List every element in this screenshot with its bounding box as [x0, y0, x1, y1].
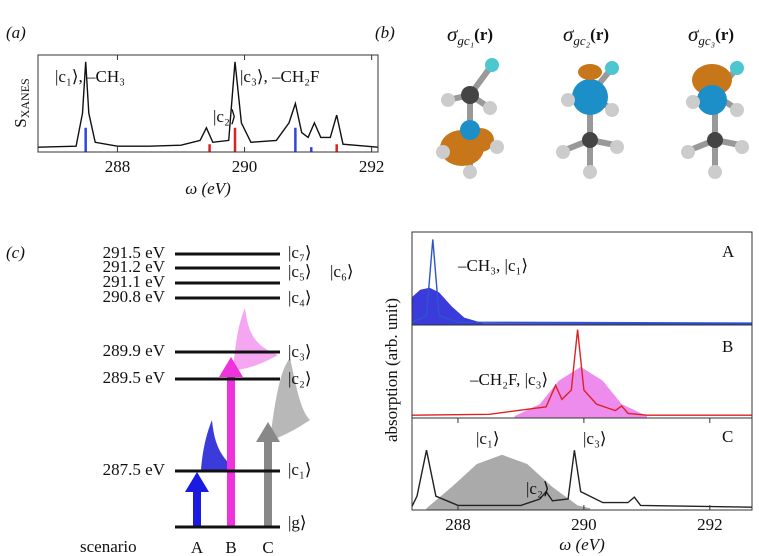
- annotation: |c₃⟩, –CH₂F: [240, 67, 320, 86]
- x-tick-label: 290: [232, 157, 258, 176]
- energy-label: 287.5 eV: [103, 460, 166, 479]
- scenario-label: A: [191, 538, 204, 556]
- area: [426, 454, 591, 510]
- x-tick-label: 292: [697, 515, 723, 534]
- orbital-arg: (r): [715, 25, 734, 44]
- spectrum-line: [411, 329, 752, 416]
- molecule-art: [436, 58, 749, 179]
- scenario-label: C: [262, 538, 273, 556]
- y-axis-label-main: S: [11, 118, 30, 127]
- annotation: |c₁⟩: [476, 429, 500, 448]
- energy-label: 289.9 eV: [103, 341, 166, 360]
- x-tick-label: 288: [105, 157, 131, 176]
- energy-label: 291.5 eV: [103, 243, 166, 262]
- x-axis-label: ω (eV): [559, 535, 605, 554]
- scenario-label: B: [225, 538, 236, 556]
- excitation-art: [185, 308, 310, 527]
- y-axis-label-main: absorption (arb. unit): [382, 298, 401, 442]
- subplot-label: B: [722, 337, 733, 356]
- x-tick-label: 290: [571, 515, 597, 534]
- panel-label: (c): [6, 243, 25, 262]
- subplot-label: C: [722, 427, 733, 446]
- orbital-symbol: σ: [688, 22, 700, 46]
- annotation: –CH₃, |c₁⟩: [457, 256, 528, 275]
- annotation: |c₃⟩: [583, 429, 607, 448]
- orbital-sub: gc₁: [457, 33, 474, 48]
- state-label: |c₆⟩: [330, 262, 354, 281]
- energy-label: 290.8 eV: [103, 287, 166, 306]
- state-label: |g⟩: [288, 513, 307, 532]
- panel-label: (a): [6, 23, 26, 42]
- annotation: |c₁⟩, –CH₃: [55, 67, 125, 86]
- state-label: |c₂⟩: [288, 369, 312, 388]
- plot-frame: [411, 231, 753, 326]
- state-label: |c₄⟩: [288, 288, 312, 307]
- spectrum-line: [37, 61, 379, 148]
- orbital-arg: (r): [590, 25, 609, 44]
- annotation: |c₂⟩: [526, 479, 550, 498]
- energy-label: 289.5 eV: [103, 368, 166, 387]
- orbital-label: σgc₂(r): [563, 22, 609, 48]
- annotation: |c₂⟩: [213, 107, 237, 126]
- state-label: |c₃⟩: [288, 342, 312, 361]
- orbital-symbol: σ: [563, 22, 575, 46]
- spectrum-line: [411, 450, 753, 508]
- scenario-title: scenario: [80, 537, 137, 556]
- annotation: –CH₂F, |c₃⟩: [469, 370, 548, 389]
- state-label: |c₁⟩: [288, 460, 312, 479]
- subplot-label: A: [722, 242, 735, 261]
- orbital-sub: gc₂: [573, 33, 590, 48]
- plot-frame: [37, 54, 379, 153]
- area: [412, 287, 752, 325]
- y-axis-label: absorption (arb. unit): [382, 298, 401, 442]
- energy-label: 291.1 eV: [103, 272, 166, 291]
- orbital-label: σgc₁(r): [447, 22, 493, 48]
- energy-label: 291.2 eV: [103, 257, 166, 276]
- y-axis-label-sub: XANES: [18, 78, 32, 118]
- orbital-sub: gc₃: [698, 33, 715, 48]
- plot-frame: [411, 417, 753, 511]
- x-axis-label: ω (eV): [185, 179, 231, 198]
- spectrum-line: [411, 239, 753, 324]
- orbital-symbol: σ: [447, 22, 459, 46]
- state-label: |c₅⟩: [288, 262, 312, 281]
- x-tick-label: 292: [359, 157, 385, 176]
- orbital-arg: (r): [474, 25, 493, 44]
- panel-label: (b): [375, 23, 395, 42]
- orbital-label: σgc₃(r): [688, 22, 734, 48]
- state-label: |c₇⟩: [288, 243, 312, 262]
- area: [514, 366, 647, 418]
- x-tick-label: 288: [445, 515, 471, 534]
- y-axis-label: SXANES: [11, 78, 32, 127]
